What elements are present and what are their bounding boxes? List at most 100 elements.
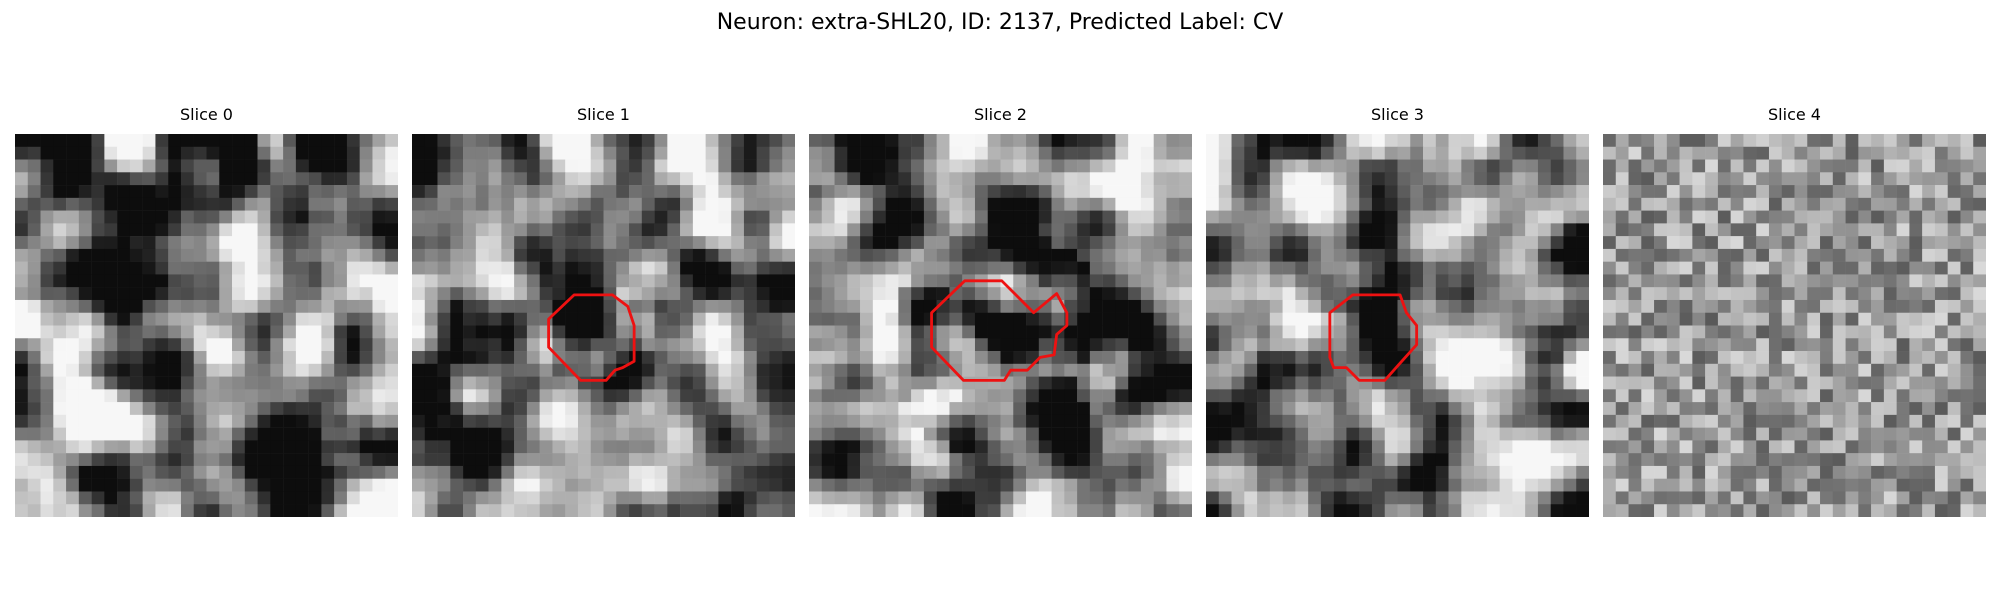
pixel bbox=[1346, 465, 1360, 479]
pixel bbox=[1153, 210, 1167, 224]
pixel bbox=[1166, 210, 1180, 224]
pixel bbox=[743, 338, 757, 352]
pixel bbox=[872, 376, 886, 390]
pixel bbox=[488, 185, 502, 199]
pixel bbox=[1308, 210, 1322, 224]
pixel bbox=[1563, 351, 1577, 365]
pixel bbox=[206, 389, 220, 403]
pixel bbox=[1730, 478, 1744, 492]
pixel bbox=[321, 478, 335, 492]
pixel bbox=[385, 172, 398, 186]
pixel bbox=[1883, 504, 1897, 517]
pixel bbox=[1051, 185, 1065, 199]
pixel bbox=[1115, 236, 1129, 250]
pixel bbox=[821, 223, 835, 237]
pixel bbox=[705, 465, 719, 479]
pixel bbox=[193, 363, 207, 377]
pixel bbox=[1333, 414, 1347, 428]
pixel bbox=[180, 402, 194, 416]
pixel bbox=[667, 287, 681, 301]
pixel bbox=[1781, 146, 1795, 160]
pixel bbox=[1537, 210, 1551, 224]
pixel bbox=[1257, 427, 1271, 441]
pixel bbox=[257, 248, 271, 262]
pixel bbox=[424, 427, 438, 441]
pixel bbox=[1563, 236, 1577, 250]
pixel bbox=[1089, 299, 1103, 313]
pixel bbox=[66, 236, 80, 250]
pixel bbox=[847, 504, 861, 517]
pixel bbox=[860, 351, 874, 365]
pixel bbox=[129, 299, 143, 313]
pixel bbox=[769, 402, 783, 416]
pixel bbox=[283, 274, 297, 288]
pixel bbox=[104, 299, 118, 313]
pixel bbox=[1115, 376, 1129, 390]
pixel bbox=[987, 248, 1001, 262]
pixel bbox=[603, 146, 617, 160]
pixel bbox=[974, 299, 988, 313]
panel-title: Slice 3 bbox=[1371, 105, 1424, 124]
pixel bbox=[385, 504, 398, 517]
pixel bbox=[1679, 197, 1693, 211]
pixel bbox=[1333, 363, 1347, 377]
pixel bbox=[372, 325, 386, 339]
pixel bbox=[1269, 440, 1283, 454]
pixel bbox=[1666, 504, 1680, 517]
pixel bbox=[412, 338, 426, 352]
pixel bbox=[15, 287, 29, 301]
pixel bbox=[385, 453, 398, 467]
pixel bbox=[705, 427, 719, 441]
pixel bbox=[1128, 325, 1142, 339]
pixel bbox=[1820, 185, 1834, 199]
pixel bbox=[437, 491, 451, 505]
pixel bbox=[142, 159, 156, 173]
pixel bbox=[450, 427, 464, 441]
pixel bbox=[1563, 146, 1577, 160]
pixel bbox=[911, 134, 925, 148]
pixel bbox=[590, 248, 604, 262]
pixel bbox=[1807, 134, 1821, 148]
pixel bbox=[206, 351, 220, 365]
pixel bbox=[1206, 299, 1220, 313]
pixel bbox=[1603, 389, 1617, 403]
pixel bbox=[1140, 402, 1154, 416]
pixel bbox=[488, 504, 502, 517]
pixel bbox=[1140, 414, 1154, 428]
pixel bbox=[962, 223, 976, 237]
pixel bbox=[565, 146, 579, 160]
slice-image bbox=[412, 134, 795, 517]
pixel bbox=[295, 261, 309, 275]
pixel bbox=[1512, 185, 1526, 199]
pixel bbox=[962, 389, 976, 403]
pixel bbox=[1320, 287, 1334, 301]
pixel bbox=[1679, 504, 1693, 517]
pixel bbox=[1705, 351, 1719, 365]
pixel bbox=[334, 325, 348, 339]
pixel bbox=[1832, 261, 1846, 275]
pixel bbox=[1384, 414, 1398, 428]
pixel bbox=[821, 312, 835, 326]
pixel bbox=[1717, 389, 1731, 403]
pixel bbox=[1794, 287, 1808, 301]
pixel bbox=[1666, 248, 1680, 262]
pixel bbox=[1615, 223, 1629, 237]
pixel bbox=[898, 274, 912, 288]
pixel bbox=[1371, 312, 1385, 326]
pixel bbox=[1231, 504, 1245, 517]
pixel bbox=[1563, 223, 1577, 237]
pixel bbox=[1973, 134, 1986, 148]
pixel bbox=[987, 210, 1001, 224]
pixel bbox=[834, 185, 848, 199]
pixel bbox=[731, 465, 745, 479]
pixel bbox=[514, 338, 528, 352]
pixel bbox=[680, 287, 694, 301]
pixel bbox=[1832, 478, 1846, 492]
pixel bbox=[872, 172, 886, 186]
pixel bbox=[603, 325, 617, 339]
pixel bbox=[936, 325, 950, 339]
pixel bbox=[1973, 261, 1986, 275]
pixel bbox=[1115, 351, 1129, 365]
pixel bbox=[1666, 427, 1680, 441]
pixel bbox=[53, 427, 67, 441]
